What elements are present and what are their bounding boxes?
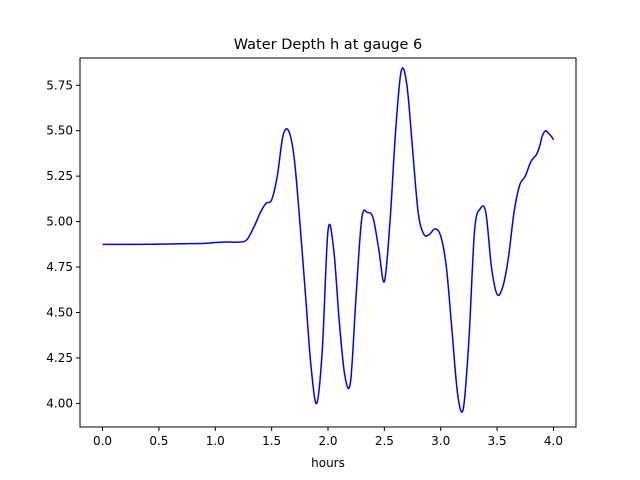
x-tick-label: 2.0 (318, 434, 337, 448)
x-tick-label: 0.5 (149, 434, 168, 448)
chart-title: Water Depth h at gauge 6 (234, 37, 422, 53)
x-tick-label: 2.5 (375, 434, 394, 448)
y-tick-label: 5.75 (46, 78, 73, 92)
y-tick-label: 5.00 (46, 215, 73, 229)
y-tick-label: 5.25 (46, 169, 73, 183)
x-tick-label: 0.0 (93, 434, 112, 448)
y-tick-label: 4.00 (46, 396, 73, 410)
y-tick-label: 5.50 (46, 124, 73, 138)
y-axis: 4.00 4.25 4.50 4.75 5.00 5.25 5.50 5.75 (46, 78, 80, 410)
x-tick-label: 1.5 (262, 434, 281, 448)
x-tick-label: 4.0 (544, 434, 563, 448)
x-tick-label: 3.0 (431, 434, 450, 448)
x-axis: 0.0 0.5 1.0 1.5 2.0 2.5 3.0 3.5 4.0 (93, 427, 563, 448)
x-tick-label: 3.5 (488, 434, 507, 448)
plot-data (102, 67, 555, 413)
x-tick-label: 1.0 (206, 434, 225, 448)
y-tick-label: 4.75 (46, 260, 73, 274)
y-tick-label: 4.25 (46, 351, 73, 365)
y-tick-label: 4.50 (46, 305, 73, 319)
x-axis-label: hours (311, 456, 345, 470)
series-line-0 (102, 67, 555, 413)
